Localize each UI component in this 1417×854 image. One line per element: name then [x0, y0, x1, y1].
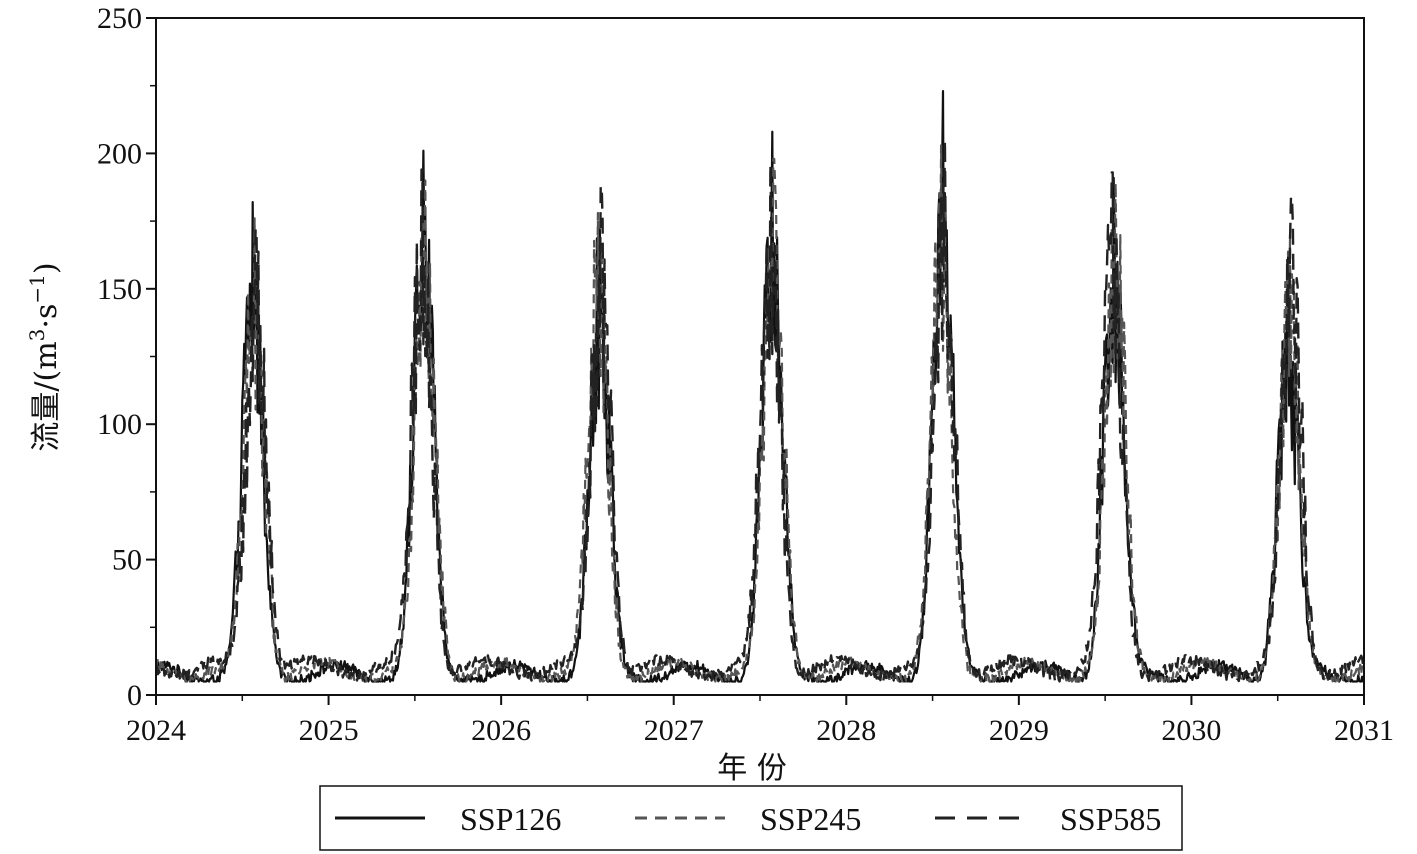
x-tick-label-2031: 2031 [1334, 714, 1394, 747]
ticks-layer [146, 17, 1365, 705]
x-tick-label-2024: 2024 [126, 714, 186, 747]
x-tick-label-2028: 2028 [816, 714, 876, 747]
y-tick-label-200: 200 [97, 137, 142, 170]
legend-label-ssp245: SSP245 [760, 801, 861, 837]
y-tick-label-50: 50 [112, 544, 142, 577]
legend-label-ssp585: SSP585 [1060, 801, 1161, 837]
legend: SSP126 SSP245 SSP585 [319, 785, 1183, 851]
x-tick-label-2025: 2025 [299, 714, 359, 747]
x-tick-label-2026: 2026 [471, 714, 531, 747]
x-axis-title: 年 份 [717, 751, 787, 786]
legend-label-ssp126: SSP126 [460, 801, 561, 837]
x-tick-label-2029: 2029 [989, 714, 1049, 747]
x-tick-label-2027: 2027 [644, 714, 704, 747]
y-axis-title-sup2: −1 [25, 274, 49, 303]
y-axis-title-suffix: ) [29, 262, 64, 274]
legend-box [319, 785, 1183, 851]
y-tick-label-100: 100 [97, 408, 142, 441]
x-tick-label-2030: 2030 [1161, 714, 1221, 747]
y-axis-title-mid: ·s [29, 304, 64, 329]
legend-items: SSP126 SSP245 SSP585 [335, 801, 1161, 837]
series-layer [154, 90, 1366, 683]
y-tick-label-250: 250 [97, 2, 142, 35]
series-line-ssp126 [155, 90, 1365, 683]
y-axis-title-sup1: 3 [25, 329, 49, 342]
y-axis-title-prefix: 流量/(m [29, 341, 64, 451]
y-axis-title: 流量/(m3·s−1) [25, 262, 64, 451]
series-line-ssp585 [154, 138, 1366, 683]
y-tick-label-150: 150 [97, 273, 142, 306]
y-tick-label-0: 0 [127, 679, 142, 712]
labels-layer: 2024 2025 2026 2027 2028 2029 2030 2031 0 50 100 15… [97, 2, 1394, 747]
plot-frame [155, 17, 1365, 696]
